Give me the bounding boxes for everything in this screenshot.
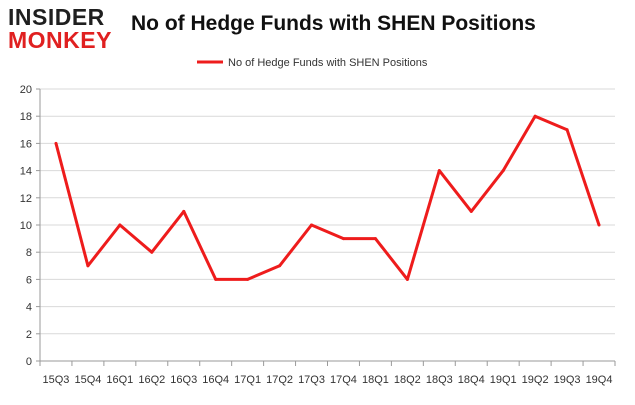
- data-point: [341, 237, 345, 241]
- data-point: [54, 141, 58, 145]
- data-point: [310, 223, 314, 227]
- logo-text-bottom: MONKEY: [8, 27, 112, 53]
- series-line: [54, 114, 601, 281]
- x-tick-label: 17Q3: [298, 374, 325, 386]
- legend: No of Hedge Funds with SHEN Positions: [197, 57, 428, 69]
- data-point: [246, 277, 250, 281]
- x-tick-label: 18Q4: [458, 374, 485, 386]
- y-tick-label: 16: [20, 138, 32, 150]
- y-tick-label: 8: [26, 247, 32, 259]
- x-tick-label: 18Q3: [426, 374, 453, 386]
- data-point: [565, 128, 569, 132]
- data-point: [437, 169, 441, 173]
- y-tick-label: 14: [20, 166, 32, 178]
- data-point: [118, 223, 122, 227]
- insider-monkey-logo: INSIDER MONKEY: [8, 4, 118, 54]
- x-tick-label: 18Q2: [394, 374, 421, 386]
- data-point: [533, 114, 537, 118]
- data-point: [86, 264, 90, 268]
- axes: [36, 88, 616, 366]
- y-tick-label: 0: [26, 356, 32, 368]
- data-point: [597, 223, 601, 227]
- y-tick-label: 20: [20, 84, 32, 96]
- x-tick-label: 16Q3: [170, 374, 197, 386]
- x-tick-label: 17Q4: [330, 374, 357, 386]
- x-tick-label: 16Q1: [106, 374, 133, 386]
- x-tick-label: 19Q3: [554, 374, 581, 386]
- y-tick-label: 18: [20, 111, 32, 123]
- data-point: [469, 209, 473, 213]
- data-point: [405, 277, 409, 281]
- logo-text-top: INSIDER: [8, 4, 105, 30]
- x-tick-label: 17Q2: [266, 374, 293, 386]
- y-tick-label: 4: [26, 302, 32, 314]
- x-tick-label: 18Q1: [362, 374, 389, 386]
- x-tick-label: 19Q1: [490, 374, 517, 386]
- x-tick-label: 17Q1: [234, 374, 261, 386]
- x-tick-label: 19Q2: [522, 374, 549, 386]
- y-tick-label: 2: [26, 329, 32, 341]
- data-point: [214, 277, 218, 281]
- legend-label: No of Hedge Funds with SHEN Positions: [228, 57, 428, 69]
- data-point: [182, 209, 186, 213]
- x-tick-label: 19Q4: [586, 374, 613, 386]
- data-point: [150, 250, 154, 254]
- y-tick-label: 12: [20, 193, 32, 205]
- data-point: [501, 169, 505, 173]
- data-point: [373, 237, 377, 241]
- x-tick-label: 16Q4: [202, 374, 229, 386]
- data-point: [278, 264, 282, 268]
- x-tick-label: 16Q2: [138, 374, 165, 386]
- x-tick-label: 15Q3: [43, 374, 70, 386]
- y-tick-label: 6: [26, 274, 32, 286]
- x-tick-label: 15Q4: [74, 374, 101, 386]
- chart-title: No of Hedge Funds with SHEN Positions: [131, 12, 536, 35]
- y-tick-label: 10: [20, 220, 32, 232]
- y-axis-tick-labels: 0 2 4 6 8 10 12 14 16 18 20: [20, 84, 32, 368]
- x-axis-tick-labels: 15Q3 15Q4 16Q1 16Q2 16Q3 16Q4 17Q1 17Q2 17Q3 17Q4…: [43, 374, 613, 386]
- series-layer: [54, 114, 601, 281]
